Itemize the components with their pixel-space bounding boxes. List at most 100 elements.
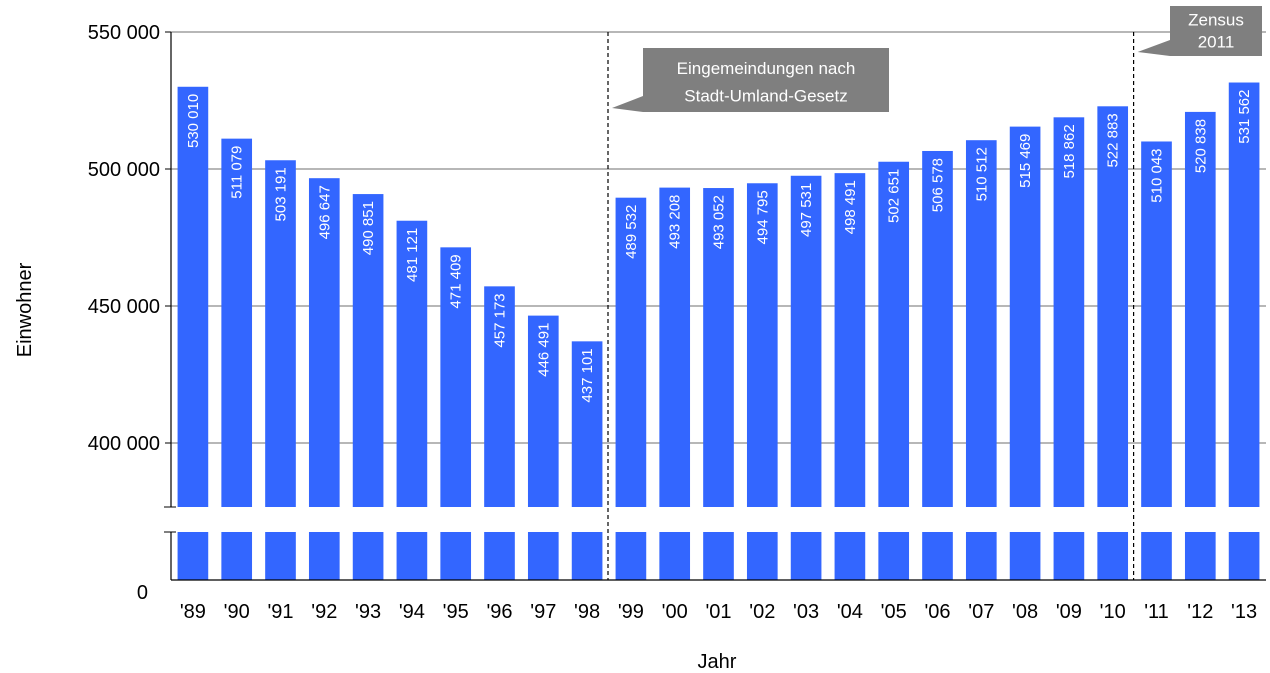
annotation-text: Stadt-Umland-Gesetz [684, 87, 847, 106]
bar-value-label: 510 043 [1149, 148, 1166, 202]
bar-value-label: 490 851 [360, 201, 377, 255]
x-tick-label: '10 [1100, 601, 1126, 623]
bar-value-label: 498 491 [842, 180, 859, 234]
bar-base [1184, 532, 1216, 580]
bar-value-label: 510 512 [973, 147, 990, 201]
x-tick-label: '12 [1187, 601, 1213, 623]
bars: 530 010 511 079 503 191 496 647 490 851 481 1… [177, 82, 1260, 580]
bar [1184, 111, 1216, 508]
annotation-callout [1137, 6, 1262, 56]
bar [834, 173, 866, 508]
bar-base [965, 532, 997, 580]
x-tick-label: '11 [1144, 601, 1169, 623]
bar-base [834, 532, 866, 580]
bar-value-label: 496 647 [316, 185, 333, 239]
x-tick-label: '94 [399, 601, 425, 623]
bar-base [878, 532, 910, 580]
bar-base [1009, 532, 1041, 580]
bar-base [352, 532, 384, 580]
bar-value-label: 531 562 [1236, 90, 1253, 144]
bar [615, 197, 647, 508]
axes: 400 000 450 000 500 000 550 000 '89 '90 '91 '92… [88, 22, 1266, 623]
bar-value-label: 522 883 [1105, 113, 1122, 167]
bar [746, 183, 778, 507]
x-tick-label: '97 [530, 601, 556, 623]
bar-value-label: 511 079 [229, 146, 246, 199]
bar [1141, 141, 1172, 507]
y-tick-label: 550 000 [88, 22, 160, 44]
bar [703, 188, 734, 507]
bar-base [790, 532, 822, 580]
annotation-text: Zensus [1188, 11, 1244, 30]
bar-value-label: 497 531 [798, 183, 815, 237]
x-tick-label: '03 [793, 601, 819, 623]
annotation-callout [612, 48, 889, 112]
annotations: Eingemeindungen nach Stadt-Umland-Gesetz Z… [607, 6, 1262, 580]
x-tick-label: '02 [749, 601, 775, 623]
annotation-text: 2011 [1198, 32, 1235, 51]
bar-base [440, 532, 472, 580]
y-zero-label: 0 [137, 582, 148, 604]
bar [790, 175, 822, 507]
x-axis-title: Jahr [698, 651, 737, 673]
x-tick-label: '89 [180, 601, 206, 623]
y-tick-label: 400 000 [88, 433, 160, 455]
bar-base [177, 532, 209, 580]
bar [1053, 117, 1085, 508]
x-tick-label: '92 [311, 601, 337, 623]
bar-value-label: 437 101 [579, 348, 596, 402]
bar [308, 178, 340, 507]
bar [878, 161, 910, 507]
bar-value-label: 515 469 [1017, 134, 1034, 188]
x-tick-label: '06 [924, 601, 950, 623]
bar-value-label: 471 409 [448, 254, 465, 308]
x-tick-label: '90 [224, 601, 250, 623]
bar [659, 187, 691, 507]
bar-value-label: 489 532 [623, 205, 640, 259]
bar-base [221, 532, 253, 580]
bar-value-label: 503 191 [273, 167, 290, 221]
bar [440, 247, 472, 507]
bar-base [922, 532, 953, 580]
x-tick-label: '05 [881, 601, 907, 623]
x-tick-label: '91 [267, 601, 293, 623]
bar-value-label: 493 208 [667, 195, 684, 249]
y-axis-title: Einwohner [14, 262, 36, 357]
x-tick-label: '07 [968, 601, 994, 623]
x-tick-label: '08 [1012, 601, 1038, 623]
bar-base [746, 532, 778, 580]
bar-value-label: 530 010 [185, 94, 202, 148]
bar-value-label: 493 052 [711, 195, 728, 249]
x-tick-label: '00 [662, 601, 688, 623]
x-tick-label: '09 [1056, 601, 1082, 623]
bar [965, 140, 997, 507]
bar-base [527, 532, 559, 580]
bar-base [1141, 532, 1172, 580]
bar-value-label: 446 491 [535, 323, 552, 377]
bar-value-label: 494 795 [754, 190, 771, 244]
bar-base [1053, 532, 1085, 580]
y-tick-label: 450 000 [88, 296, 160, 318]
bar-value-label: 520 838 [1192, 119, 1209, 173]
bar [221, 138, 253, 507]
x-tick-label: '93 [355, 601, 381, 623]
bar-base [396, 532, 428, 580]
bar [527, 315, 559, 507]
x-tick-label: '96 [486, 601, 512, 623]
x-tick-label: '95 [443, 601, 469, 623]
bar-base [703, 532, 734, 580]
bar-base [659, 532, 691, 580]
x-tick-label: '99 [618, 601, 644, 623]
bar-value-label: 506 578 [930, 158, 947, 212]
bar [571, 341, 603, 507]
bar-base [308, 532, 340, 580]
bar [352, 194, 384, 508]
bar [922, 150, 953, 508]
bar [484, 286, 515, 507]
bar [1097, 106, 1129, 507]
bar [1228, 82, 1260, 508]
bar-base [615, 532, 647, 580]
annotation-text: Eingemeindungen nach [677, 59, 856, 78]
bar-value-label: 481 121 [404, 228, 421, 282]
